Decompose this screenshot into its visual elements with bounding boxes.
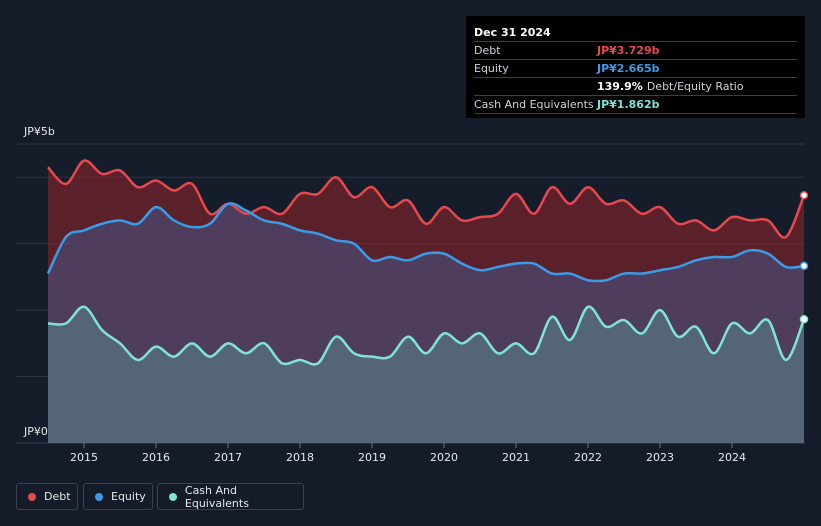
equity-line [46, 202, 805, 283]
tooltip-debt-label: Debt [474, 44, 501, 57]
tooltip-ratio-label [474, 78, 597, 95]
legend-equity-dot [95, 492, 103, 501]
debt-end-point [799, 190, 809, 200]
legend-debt-label: Debt [44, 490, 71, 503]
x-tick-label-2021: 2021 [502, 451, 530, 464]
legend-cash-dot [169, 492, 177, 501]
x-tick-label-2017: 2017 [214, 451, 242, 464]
y-axis-top-label: JP¥5b [24, 125, 55, 138]
equity-area [48, 203, 804, 443]
debt-line [47, 159, 806, 239]
cash-line [47, 305, 806, 366]
x-tick-label-2016: 2016 [142, 451, 170, 464]
tooltip-panel: Dec 31 2024 Debt JP¥3.729b Equity JP¥2.6… [466, 16, 805, 118]
tooltip-row-cash: Cash And Equivalents JP¥1.862b [474, 95, 797, 114]
tooltip-row-debt: Debt JP¥3.729b [474, 41, 797, 59]
legend-debt-dot [28, 492, 36, 501]
legend-debt[interactable]: Debt [16, 483, 78, 510]
legend-cash[interactable]: Cash And Equivalents [157, 483, 304, 510]
legend-equity[interactable]: Equity [83, 483, 153, 510]
x-tick-label-2022: 2022 [574, 451, 602, 464]
x-tick-label-2019: 2019 [358, 451, 386, 464]
x-tick-label-2023: 2023 [646, 451, 674, 464]
tooltip-equity-value: JP¥2.665b [597, 62, 660, 75]
tooltip-equity-label: Equity [474, 62, 509, 75]
tooltip-date: Dec 31 2024 [474, 26, 551, 39]
legend-equity-label: Equity [111, 490, 146, 503]
tooltip-ratio-value: 139.9% [597, 80, 643, 93]
cash-end-point [799, 315, 809, 324]
x-tick-label-2024: 2024 [718, 451, 746, 464]
x-tick-label-2020: 2020 [430, 451, 458, 464]
tooltip-row-ratio: 139.9% Debt/Equity Ratio [474, 77, 797, 95]
equity-end-point [799, 261, 809, 271]
tooltip-row-equity: Equity JP¥2.665b [474, 59, 797, 77]
tooltip-cash-value: JP¥1.862b [597, 98, 660, 111]
x-tick-label-2018: 2018 [286, 451, 314, 464]
tooltip-ratio-suffix: Debt/Equity Ratio [646, 80, 744, 93]
y-axis-bottom-label: JP¥0 [24, 425, 48, 438]
tooltip-cash-label: Cash And Equivalents [474, 98, 594, 111]
tooltip-debt-value: JP¥3.729b [597, 44, 660, 57]
legend-cash-label: Cash And Equivalents [184, 483, 249, 510]
cash-area [48, 306, 804, 443]
x-tick-label-2015: 2015 [70, 451, 98, 464]
